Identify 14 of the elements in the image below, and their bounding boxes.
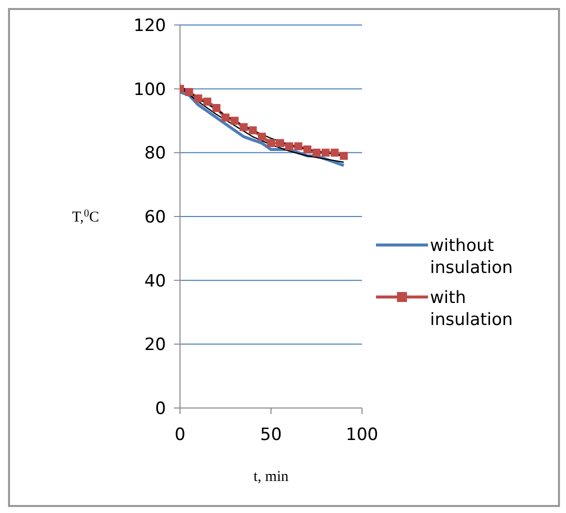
y-tick-label: 40 [144, 271, 166, 292]
x-tick-label: 100 [346, 425, 378, 446]
y-tick-label: 80 [144, 144, 166, 164]
y-tick-label: 100 [134, 80, 166, 100]
x-tick-label: 50 [260, 425, 282, 446]
legend-label: with insulation [430, 287, 514, 331]
y-tick-label: 0 [155, 399, 166, 420]
y-tick-label: 60 [144, 208, 166, 228]
x-tick-label: 0 [174, 425, 186, 446]
x-axis-title: t, min [253, 469, 289, 485]
legend-label: without insulation [430, 235, 514, 279]
y-tick-label: 120 [134, 16, 166, 36]
y-axis-title: T,$^{0}$C [72, 208, 100, 226]
y-tick-label: 20 [144, 335, 166, 356]
